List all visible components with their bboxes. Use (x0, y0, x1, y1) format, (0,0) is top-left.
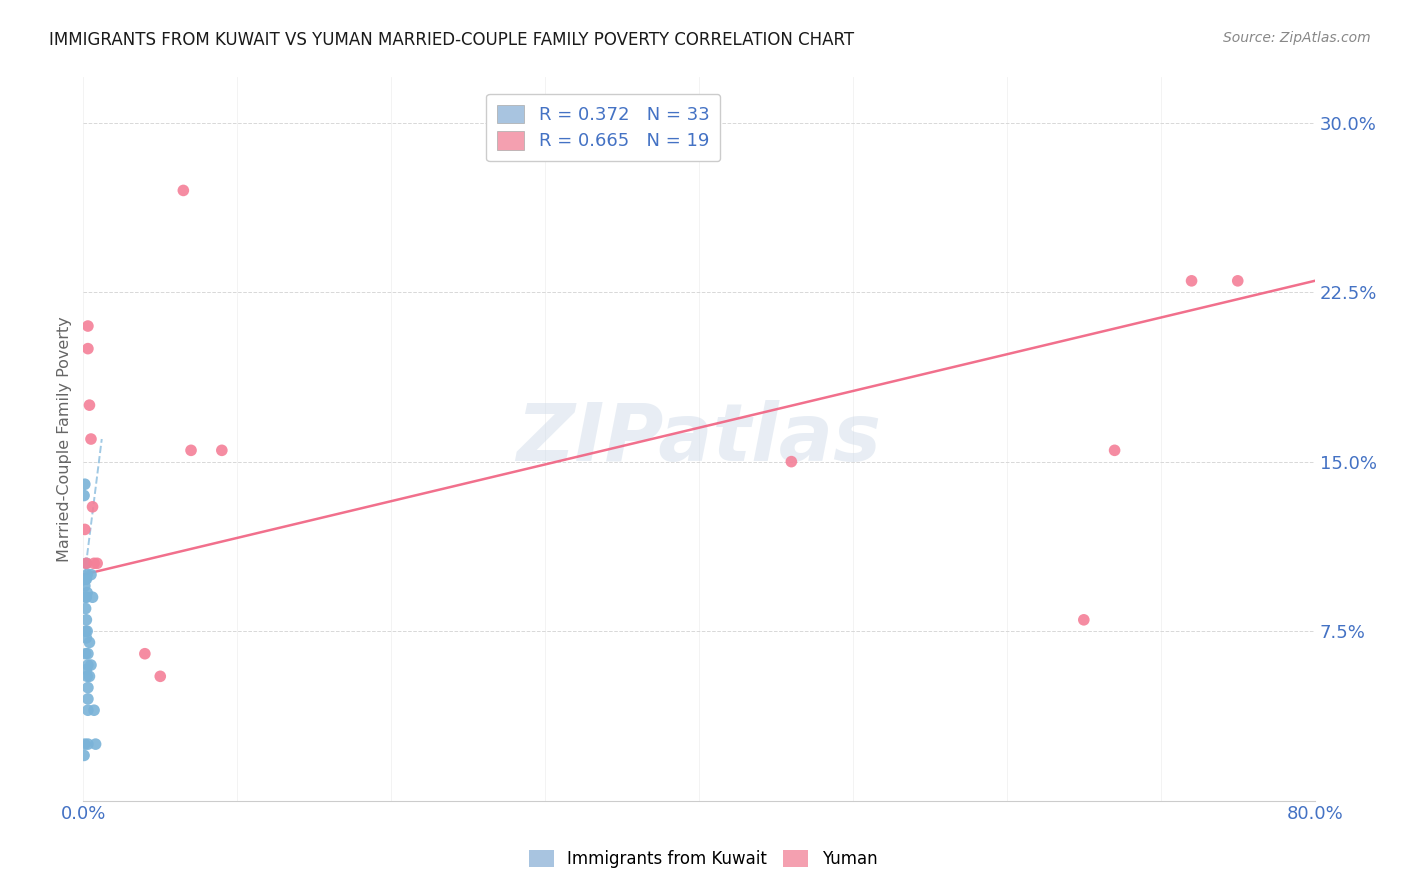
Point (75, 591, 97, 605)
Point (75, 572, 97, 586)
Y-axis label: Married-Couple Family Poverty: Married-Couple Family Poverty (58, 316, 72, 562)
Point (83, 703, 105, 717)
Point (80, 432, 103, 446)
Point (82, 500, 104, 514)
Point (73, 748, 96, 763)
Point (79, 669, 101, 683)
Point (77, 319, 100, 334)
Text: Source: ZipAtlas.com: Source: ZipAtlas.com (1223, 31, 1371, 45)
Point (83, 557, 105, 571)
Point (75, 601, 97, 615)
Point (77, 692, 100, 706)
Point (134, 647, 156, 661)
Point (1104, 443, 1126, 458)
Text: IMMIGRANTS FROM KUWAIT VS YUMAN MARRIED-COUPLE FAMILY POVERTY CORRELATION CHART: IMMIGRANTS FROM KUWAIT VS YUMAN MARRIED-… (49, 31, 855, 49)
Point (780, 455, 803, 469)
Point (75, 647, 97, 661)
Point (75, 624, 97, 639)
Point (75, 557, 97, 571)
Point (77, 647, 100, 661)
Point (76, 585, 98, 599)
Point (79, 398, 101, 412)
Point (77, 342, 100, 356)
Point (76, 624, 98, 639)
Point (73, 579, 96, 593)
Legend: Immigrants from Kuwait, Yuman: Immigrants from Kuwait, Yuman (522, 843, 884, 875)
Point (73, 523, 96, 537)
Point (75, 613, 97, 627)
Point (75, 591, 97, 605)
Point (73, 737, 96, 751)
Point (1226, 274, 1249, 288)
Point (73, 477, 96, 491)
Point (80, 567, 103, 582)
Point (1180, 274, 1202, 288)
Point (82, 591, 104, 605)
Point (172, 183, 194, 197)
Point (77, 737, 100, 751)
Point (77, 703, 100, 717)
Point (1073, 613, 1095, 627)
Point (79, 635, 101, 649)
Text: ZIPatlas: ZIPatlas (516, 400, 882, 478)
Legend: R = 0.372   N = 33, R = 0.665   N = 19: R = 0.372 N = 33, R = 0.665 N = 19 (486, 94, 720, 161)
Point (75, 663, 97, 677)
Point (75, 631, 97, 645)
Point (73, 489, 96, 503)
Point (76, 567, 98, 582)
Point (211, 443, 233, 458)
Point (77, 658, 100, 673)
Point (149, 669, 172, 683)
Point (75, 572, 97, 586)
Point (76, 669, 98, 683)
Point (84, 737, 107, 751)
Point (180, 443, 202, 458)
Point (86, 557, 108, 571)
Point (80, 658, 103, 673)
Point (75, 557, 97, 571)
Point (77, 681, 100, 695)
